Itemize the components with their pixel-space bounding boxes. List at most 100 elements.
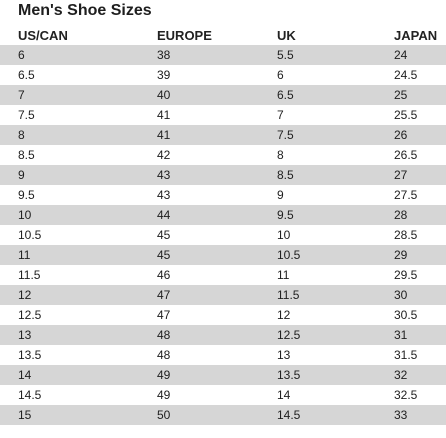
table-row: 15 50 14.5 33 bbox=[0, 405, 446, 425]
table-row: 8 41 7.5 26 bbox=[0, 125, 446, 145]
cell-europe: 49 bbox=[139, 365, 259, 385]
cell-japan: 25 bbox=[376, 85, 446, 105]
cell-japan: 27 bbox=[376, 165, 446, 185]
cell-uk: 10.5 bbox=[259, 245, 376, 265]
cell-us-can: 6 bbox=[0, 45, 139, 65]
cell-uk: 6 bbox=[259, 65, 376, 85]
table-row: 7.5 41 7 25.5 bbox=[0, 105, 446, 125]
cell-japan: 25.5 bbox=[376, 105, 446, 125]
table-header-row: US/CAN EUROPE UK JAPAN bbox=[0, 26, 446, 45]
table-row: 6 38 5.5 24 bbox=[0, 45, 446, 65]
cell-europe: 48 bbox=[139, 345, 259, 365]
table-row: 11 45 10.5 29 bbox=[0, 245, 446, 265]
column-header-uk: UK bbox=[277, 28, 296, 43]
cell-us-can: 10.5 bbox=[0, 225, 139, 245]
cell-uk: 12.5 bbox=[259, 325, 376, 345]
cell-us-can: 10 bbox=[0, 205, 139, 225]
cell-uk: 9 bbox=[259, 185, 376, 205]
cell-japan: 31.5 bbox=[376, 345, 446, 365]
cell-japan: 33 bbox=[376, 405, 446, 425]
cell-europe: 43 bbox=[139, 165, 259, 185]
cell-europe: 39 bbox=[139, 65, 259, 85]
cell-uk: 14.5 bbox=[259, 405, 376, 425]
cell-uk: 10 bbox=[259, 225, 376, 245]
cell-japan: 30 bbox=[376, 285, 446, 305]
cell-europe: 38 bbox=[139, 45, 259, 65]
cell-europe: 48 bbox=[139, 325, 259, 345]
cell-us-can: 7 bbox=[0, 85, 139, 105]
cell-us-can: 6.5 bbox=[0, 65, 139, 85]
cell-japan: 24.5 bbox=[376, 65, 446, 85]
cell-europe: 43 bbox=[139, 185, 259, 205]
cell-uk: 6.5 bbox=[259, 85, 376, 105]
cell-europe: 41 bbox=[139, 125, 259, 145]
cell-uk: 5.5 bbox=[259, 45, 376, 65]
cell-japan: 30.5 bbox=[376, 305, 446, 325]
cell-japan: 28 bbox=[376, 205, 446, 225]
table-row: 12.5 47 12 30.5 bbox=[0, 305, 446, 325]
cell-uk: 8.5 bbox=[259, 165, 376, 185]
page-title: Men's Shoe Sizes bbox=[18, 2, 152, 19]
cell-europe: 42 bbox=[139, 145, 259, 165]
column-header-japan: JAPAN bbox=[394, 28, 438, 43]
cell-us-can: 9 bbox=[0, 165, 139, 185]
table-row: 9 43 8.5 27 bbox=[0, 165, 446, 185]
table-row: 6.5 39 6 24.5 bbox=[0, 65, 446, 85]
table-row: 7 40 6.5 25 bbox=[0, 85, 446, 105]
cell-uk: 11.5 bbox=[259, 285, 376, 305]
cell-japan: 29.5 bbox=[376, 265, 446, 285]
cell-japan: 26 bbox=[376, 125, 446, 145]
cell-uk: 11 bbox=[259, 265, 376, 285]
cell-japan: 32 bbox=[376, 365, 446, 385]
cell-uk: 13.5 bbox=[259, 365, 376, 385]
cell-japan: 32.5 bbox=[376, 385, 446, 405]
table-row: 14.5 49 14 32.5 bbox=[0, 385, 446, 405]
table-row: 13.5 48 13 31.5 bbox=[0, 345, 446, 365]
cell-europe: 45 bbox=[139, 225, 259, 245]
cell-europe: 47 bbox=[139, 305, 259, 325]
table-row: 12 47 11.5 30 bbox=[0, 285, 446, 305]
cell-uk: 13 bbox=[259, 345, 376, 365]
cell-us-can: 12.5 bbox=[0, 305, 139, 325]
table-row: 13 48 12.5 31 bbox=[0, 325, 446, 345]
column-header-europe: EUROPE bbox=[157, 28, 212, 43]
cell-europe: 50 bbox=[139, 405, 259, 425]
cell-uk: 14 bbox=[259, 385, 376, 405]
cell-japan: 27.5 bbox=[376, 185, 446, 205]
table-row: 11.5 46 11 29.5 bbox=[0, 265, 446, 285]
cell-us-can: 11.5 bbox=[0, 265, 139, 285]
cell-europe: 44 bbox=[139, 205, 259, 225]
cell-europe: 46 bbox=[139, 265, 259, 285]
cell-japan: 24 bbox=[376, 45, 446, 65]
cell-us-can: 15 bbox=[0, 405, 139, 425]
cell-us-can: 13 bbox=[0, 325, 139, 345]
table-body: 6 38 5.5 24 6.5 39 6 24.5 7 40 6.5 25 7.5 41 7 25.5 8 41 7… bbox=[0, 45, 446, 425]
cell-europe: 40 bbox=[139, 85, 259, 105]
cell-us-can: 14 bbox=[0, 365, 139, 385]
cell-japan: 31 bbox=[376, 325, 446, 345]
cell-us-can: 7.5 bbox=[0, 105, 139, 125]
cell-us-can: 14.5 bbox=[0, 385, 139, 405]
cell-europe: 47 bbox=[139, 285, 259, 305]
cell-us-can: 12 bbox=[0, 285, 139, 305]
size-table: US/CAN EUROPE UK JAPAN 6 38 5.5 24 6.5 39 6 24.… bbox=[0, 26, 446, 425]
column-header-us-can: US/CAN bbox=[18, 28, 68, 43]
cell-uk: 12 bbox=[259, 305, 376, 325]
cell-japan: 28.5 bbox=[376, 225, 446, 245]
cell-uk: 7 bbox=[259, 105, 376, 125]
cell-us-can: 9.5 bbox=[0, 185, 139, 205]
cell-us-can: 8.5 bbox=[0, 145, 139, 165]
table-row: 10.5 45 10 28.5 bbox=[0, 225, 446, 245]
cell-europe: 45 bbox=[139, 245, 259, 265]
cell-japan: 29 bbox=[376, 245, 446, 265]
cell-us-can: 8 bbox=[0, 125, 139, 145]
cell-europe: 41 bbox=[139, 105, 259, 125]
cell-japan: 26.5 bbox=[376, 145, 446, 165]
table-row: 10 44 9.5 28 bbox=[0, 205, 446, 225]
cell-us-can: 11 bbox=[0, 245, 139, 265]
cell-uk: 7.5 bbox=[259, 125, 376, 145]
table-row: 9.5 43 9 27.5 bbox=[0, 185, 446, 205]
table-row: 14 49 13.5 32 bbox=[0, 365, 446, 385]
table-row: 8.5 42 8 26.5 bbox=[0, 145, 446, 165]
